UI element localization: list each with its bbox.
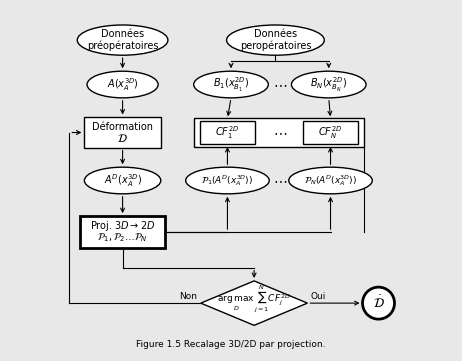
Text: $\underset{D}{\arg\max}\,\sum_{j=1}^{N} CF_j^{2D}$: $\underset{D}{\arg\max}\,\sum_{j=1}^{N} … [217,283,291,314]
Ellipse shape [226,25,324,55]
Text: $\mathcal{P}_1(A^D(x_A^{3D}))$: $\mathcal{P}_1(A^D(x_A^{3D}))$ [201,173,254,188]
Ellipse shape [85,167,161,194]
Text: Données
préopératoires: Données préopératoires [87,29,158,51]
Ellipse shape [77,25,168,55]
FancyBboxPatch shape [80,216,165,248]
Ellipse shape [289,167,372,194]
Ellipse shape [194,71,268,98]
FancyBboxPatch shape [85,117,161,148]
Text: $CF_N^{2D}$: $CF_N^{2D}$ [318,124,343,141]
Text: $\mathcal{P}_N(A^D(x_A^{3D}))$: $\mathcal{P}_N(A^D(x_A^{3D}))$ [304,173,357,188]
Text: $B_N(x_{B_N}^{2D})$: $B_N(x_{B_N}^{2D})$ [310,75,347,93]
FancyBboxPatch shape [303,121,358,144]
Ellipse shape [186,167,269,194]
Text: $\mathcal{P}_1, \mathcal{P}_2 \ldots \mathcal{P}_N$: $\mathcal{P}_1, \mathcal{P}_2 \ldots \ma… [97,232,148,244]
Text: $A^D(x_A^{3D})$: $A^D(x_A^{3D})$ [103,172,142,189]
FancyBboxPatch shape [200,121,255,144]
Text: Figure 1.5 Recalage 3D/2D par projection.: Figure 1.5 Recalage 3D/2D par projection… [136,339,326,348]
Ellipse shape [292,71,366,98]
Text: $A(x_A^{3D})$: $A(x_A^{3D})$ [107,76,139,93]
Text: Données
peropératoires: Données peropératoires [240,29,311,51]
Text: $B_1(x_{B_1}^{2D})$: $B_1(x_{B_1}^{2D})$ [213,75,249,93]
Circle shape [363,287,395,319]
Text: Proj. $3D \rightarrow 2D$: Proj. $3D \rightarrow 2D$ [90,219,155,233]
Polygon shape [201,281,307,325]
Text: $CF_1^{2D}$: $CF_1^{2D}$ [215,124,240,141]
Text: Oui: Oui [311,292,326,300]
Text: $\mathcal{D}$: $\mathcal{D}$ [117,132,128,144]
Ellipse shape [87,71,158,98]
Text: $\dot{\mathcal{D}}$: $\dot{\mathcal{D}}$ [372,295,384,312]
Text: $\cdots$: $\cdots$ [273,174,287,187]
Text: Non: Non [179,292,197,300]
Text: $\cdots$: $\cdots$ [273,126,287,139]
Text: Déformation: Déformation [92,122,153,132]
Text: $\cdots$: $\cdots$ [273,78,287,92]
FancyBboxPatch shape [194,118,365,147]
